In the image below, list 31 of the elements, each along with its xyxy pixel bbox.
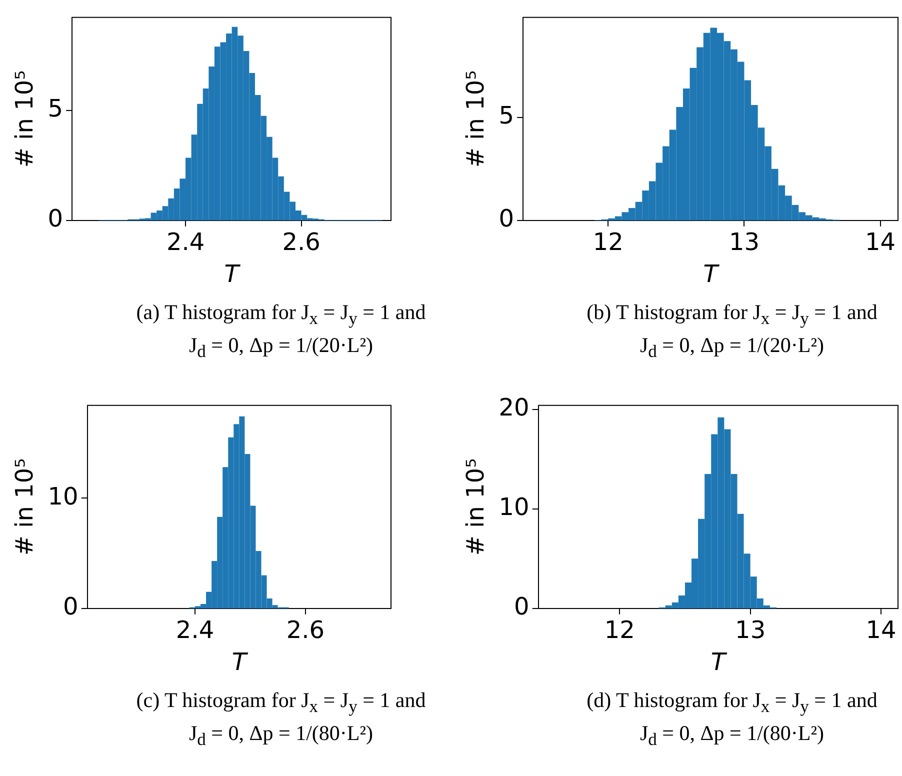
x-tick-label: 2.4 <box>176 616 214 644</box>
y-axis-title: # in 10⁵ <box>462 458 490 556</box>
x-axis-title: T <box>703 260 720 288</box>
x-tick-label: 14 <box>865 228 896 256</box>
x-tick-label: 2.6 <box>286 616 325 644</box>
text: (a) T histogram for J$_{x}$ = J$_{y}$ = 1 and J$_{d}$ = 0, Δp = 1/(20·L²) <box>136 300 426 361</box>
y-tick-label: 5 <box>498 102 514 130</box>
y-tick-label: 0 <box>514 592 530 621</box>
y-tick-label: 0 <box>63 592 78 621</box>
x-tick-label: 2.6 <box>282 228 320 256</box>
y-tick-label: 5 <box>48 94 64 123</box>
x-axis-title: T <box>232 648 249 676</box>
y-tick-label: 20 <box>498 394 530 422</box>
y-tick-label: 0 <box>48 204 64 233</box>
text: (d) T histogram for J$_{x}$ = J$_{y}$ = 1 and J$_{d}$ = 0, Δp = 1/(80·L²) <box>586 688 878 749</box>
x-tick-label: 12 <box>604 616 635 644</box>
x-tick-label: 14 <box>866 616 896 644</box>
y-axis-title: # in 10⁵ <box>10 70 39 168</box>
y-tick-label: 10 <box>498 493 530 522</box>
x-tick-label: 13 <box>728 228 760 256</box>
text: (b) T histogram for J$_{x}$ = J$_{y}$ = 1 and J$_{d}$ = 0, Δp = 1/(20·L²) <box>586 300 878 361</box>
y-axis-title: # in 10⁵ <box>462 70 490 168</box>
x-axis-title: T <box>710 648 728 676</box>
y-tick-label: 0 <box>498 204 514 233</box>
y-tick-label: 10 <box>48 482 78 510</box>
text: (c) T histogram for J$_{x}$ = J$_{y}$ = 1 and J$_{d}$ = 0, Δp = 1/(80·L²) <box>136 688 426 749</box>
x-tick-label: 13 <box>735 616 766 644</box>
x-axis-title: T <box>224 260 242 288</box>
y-axis-title: # in 10⁵ <box>10 458 39 556</box>
x-tick-label: 2.4 <box>166 228 205 256</box>
x-tick-label: 12 <box>592 228 624 256</box>
